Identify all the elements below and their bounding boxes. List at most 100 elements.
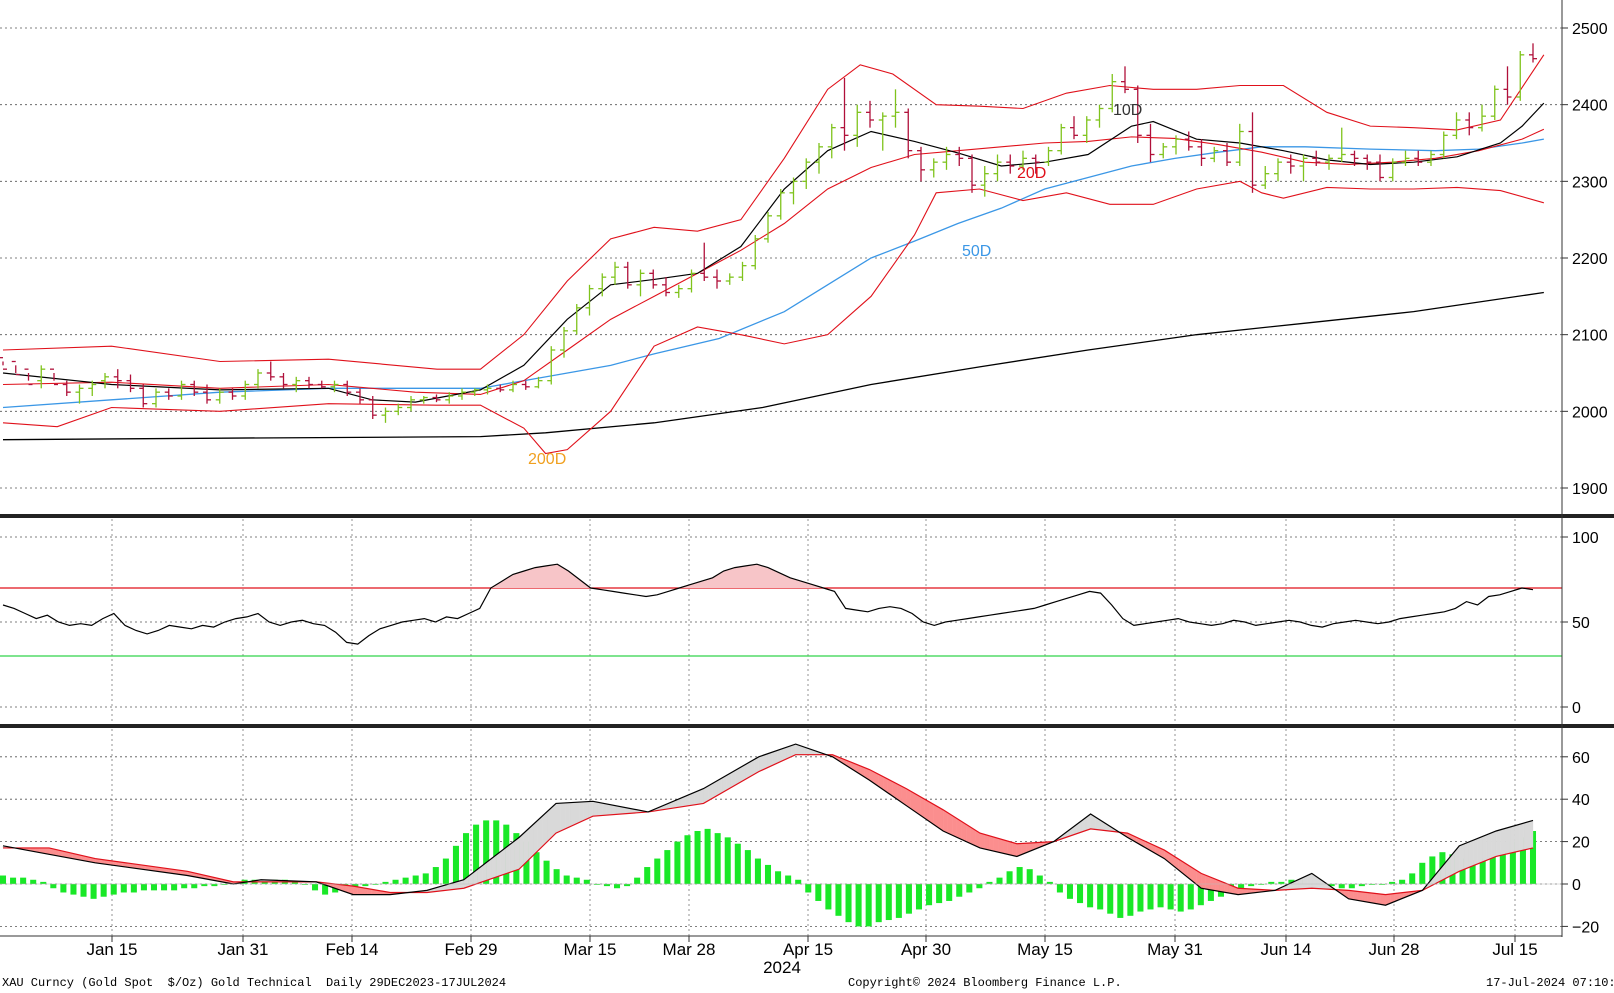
macd-signal-fill <box>1528 820 1534 850</box>
macd-histogram-bar <box>1097 884 1104 910</box>
ohlc-bar <box>1503 66 1512 105</box>
macd-histogram-bar <box>412 875 419 884</box>
macd-histogram-bar <box>1429 856 1436 884</box>
ohlc-bar <box>241 380 250 400</box>
ohlc-bar <box>904 108 913 159</box>
ohlc-bar <box>1133 85 1142 143</box>
macd-signal-fill <box>979 832 985 850</box>
ma-annotation: 20D <box>1017 165 1046 182</box>
ohlc-bar <box>88 380 97 396</box>
macd-histogram-bar <box>191 884 198 889</box>
macd-histogram-bar <box>473 824 480 884</box>
macd-signal-fill <box>1477 836 1483 865</box>
macd-signal-fill <box>1514 824 1520 853</box>
macd-histogram-bar <box>110 884 117 895</box>
macd-tick-label: 40 <box>1572 792 1590 809</box>
macd-histogram-bar <box>1409 873 1416 884</box>
macd-histogram-bar <box>463 833 470 884</box>
ohlc-bar <box>317 380 326 389</box>
macd-histogram-bar <box>1499 852 1506 884</box>
grid <box>0 27 1562 936</box>
ohlc-bar <box>662 277 670 297</box>
price-tick-label: 2200 <box>1572 251 1608 268</box>
macd-signal-fill <box>1201 873 1206 890</box>
x-tick-label: Mar 28 <box>663 940 716 959</box>
macd-tick-label: 0 <box>1572 877 1581 894</box>
macd-histogram-bar <box>805 884 812 893</box>
ohlc-bar <box>598 273 607 297</box>
macd-histogram-bar <box>432 867 439 884</box>
macd-histogram-bar <box>533 852 540 884</box>
rsi-overbought-fill <box>490 564 591 588</box>
ohlc-bar <box>279 373 288 389</box>
price-tick-label: 2100 <box>1572 328 1608 345</box>
macd-histogram-bar <box>10 877 17 884</box>
macd-histogram-bar <box>70 884 77 895</box>
price-tick-label: 2000 <box>1572 404 1608 421</box>
macd-signal-fill <box>1366 892 1372 903</box>
macd-signal-fill <box>588 801 594 819</box>
macd-histogram-bar <box>936 884 943 904</box>
ma200-line <box>2 291 1544 441</box>
ohlc-bar <box>815 143 823 174</box>
ohlc-bar <box>1286 154 1295 174</box>
macd-signal-fill <box>509 840 515 873</box>
ohlc-bar <box>1146 123 1155 163</box>
macd-histogram-bar <box>291 881 298 884</box>
macd-signal-fill <box>569 802 575 827</box>
macd-signal-fill <box>542 811 547 847</box>
macd-signal-fill <box>1523 821 1529 851</box>
macd-histogram-bar <box>1197 884 1204 906</box>
ohlc-bar <box>1044 146 1053 166</box>
ohlc-bar <box>1376 154 1384 182</box>
macd-histogram-bar <box>1378 884 1386 885</box>
macd-histogram-bar <box>926 884 933 906</box>
macd-signal-fill <box>947 812 953 836</box>
ohlc-bar <box>725 273 734 285</box>
ohlc-bar <box>407 396 415 412</box>
macd-histogram-bar <box>402 877 409 884</box>
macd-histogram-bar <box>1087 884 1094 908</box>
macd-signal-fill <box>1376 893 1382 905</box>
macd-histogram-bar <box>1006 871 1013 884</box>
ohlc-bar <box>623 261 632 289</box>
ohlc-bar <box>1261 166 1270 189</box>
macd-signal-fill <box>993 836 999 853</box>
macd-signal-line <box>3 754 1534 896</box>
macd-signal-fill <box>1505 826 1511 855</box>
macd-histogram-bar <box>1026 869 1033 884</box>
x-tick-label: May 31 <box>1147 940 1203 959</box>
ohlc-bar <box>305 376 313 389</box>
macd-histogram-bar <box>100 884 107 897</box>
ohlc-bar <box>496 384 505 393</box>
macd-signal-fill <box>523 828 529 866</box>
macd-signal-fill <box>583 801 589 821</box>
ohlc-bar <box>266 361 275 381</box>
macd-histogram-bar <box>1358 884 1365 887</box>
macd-signal-fill <box>1500 828 1506 856</box>
x-tick-label: Feb 14 <box>326 940 379 959</box>
macd-histogram-bar <box>593 884 600 885</box>
price-tick-label: 2300 <box>1572 174 1608 191</box>
ohlc-bar <box>1159 143 1168 159</box>
macd-signal-fill <box>698 788 704 805</box>
macd-histogram-bar <box>1036 875 1043 884</box>
ohlc-bar <box>1478 104 1486 132</box>
x-tick-label: Jun 14 <box>1260 940 1311 959</box>
ohlc-bar <box>1363 154 1372 170</box>
ohlc-bar <box>776 189 785 220</box>
macd-signal-fill <box>758 754 764 772</box>
ohlc-bar <box>1312 150 1321 166</box>
macd-histogram-bar <box>40 881 47 884</box>
macd-histogram-bar <box>1248 884 1255 887</box>
macd-signal-fill <box>528 824 534 861</box>
macd-histogram-bar <box>1016 867 1023 884</box>
macd-panel <box>0 743 1562 927</box>
macd-histogram-bar <box>30 879 37 884</box>
macd-histogram-bar <box>1157 884 1164 908</box>
ohlc-bar <box>572 304 581 335</box>
ohlc-bar <box>190 380 199 396</box>
macd-histogram-bar <box>1479 858 1486 884</box>
macd-histogram-bar <box>452 845 459 884</box>
ma-annotation: 50D <box>962 243 991 260</box>
